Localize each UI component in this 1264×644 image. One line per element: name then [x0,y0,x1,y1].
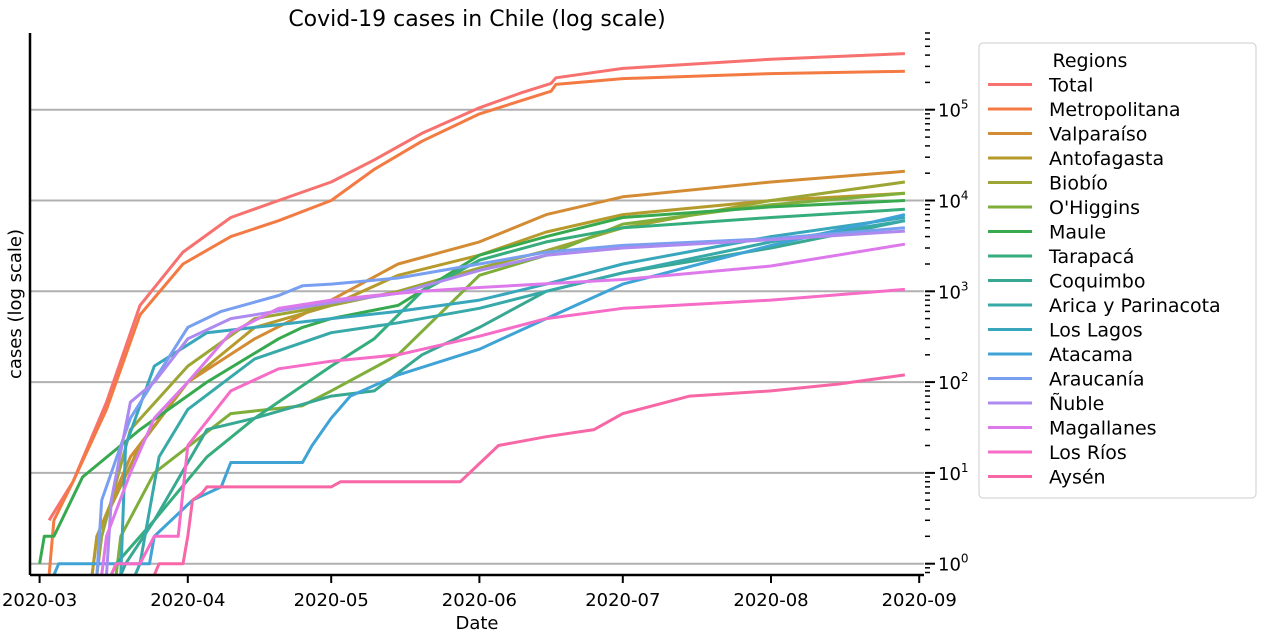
series-line [47,52,905,522]
legend-title: Regions [1053,50,1128,72]
legend-label: Magallanes [1049,418,1157,440]
series-line [90,169,906,575]
series-line [90,191,905,575]
x-tick-label: 2020-09 [882,590,957,611]
legend-frame [978,42,1257,499]
series-line [114,191,906,575]
x-tick-label: 2020-06 [442,590,517,611]
legend-label: Ñuble [1049,392,1104,415]
series-line [95,226,906,575]
y-tick-label: 102 [938,370,969,394]
series-line [119,216,906,575]
x-tick-label: 2020-05 [294,590,369,611]
series-line [133,219,906,575]
series-line [119,219,906,575]
y-axis-label: cases (log scale) [5,229,26,379]
y-tick-label: 105 [938,98,969,122]
legend-label: O'Higgins [1049,197,1140,219]
chart-title: Covid-19 cases in Chile (log scale) [288,7,665,32]
series-line [52,213,906,575]
legend-label: Atacama [1049,344,1133,366]
x-tick-label: 2020-07 [585,590,660,611]
series-line [38,199,905,564]
x-tick-label: 2020-08 [733,590,808,611]
series-line [109,287,906,575]
legend-label: Total [1048,75,1093,97]
legend-label: Los Ríos [1049,442,1127,464]
legend-label: Arica y Parinacota [1049,295,1221,317]
legend-label: Coquimbo [1049,271,1145,293]
y-tick-label: 104 [938,189,969,213]
legend-label: Tarapacá [1048,246,1134,268]
series-line [105,229,905,575]
series-lines [38,52,906,575]
legend-label: Aysén [1049,467,1106,489]
series-line [100,242,906,575]
series-line [47,69,905,575]
legend-label: Antofagasta [1049,148,1164,170]
legend-label: Maule [1049,222,1106,244]
x-tick-label: 2020-03 [2,590,77,611]
legend-label: Metropolitana [1049,99,1181,121]
legend-label: Araucanía [1049,369,1145,391]
x-tick-label: 2020-04 [150,590,225,611]
y-tick-label: 103 [938,279,969,303]
legend-label: Los Lagos [1049,320,1143,342]
legend-label: Valparaíso [1049,124,1147,146]
x-axis-label: Date [455,613,498,634]
y-tick-label: 101 [938,461,969,485]
axes: 2020-03 2020-04 2020-05 2020-06 2020-07 2020-… [2,32,969,611]
y-tick-label: 100 [938,552,969,576]
legend-label: Biobío [1049,173,1108,195]
series-line [152,373,906,575]
